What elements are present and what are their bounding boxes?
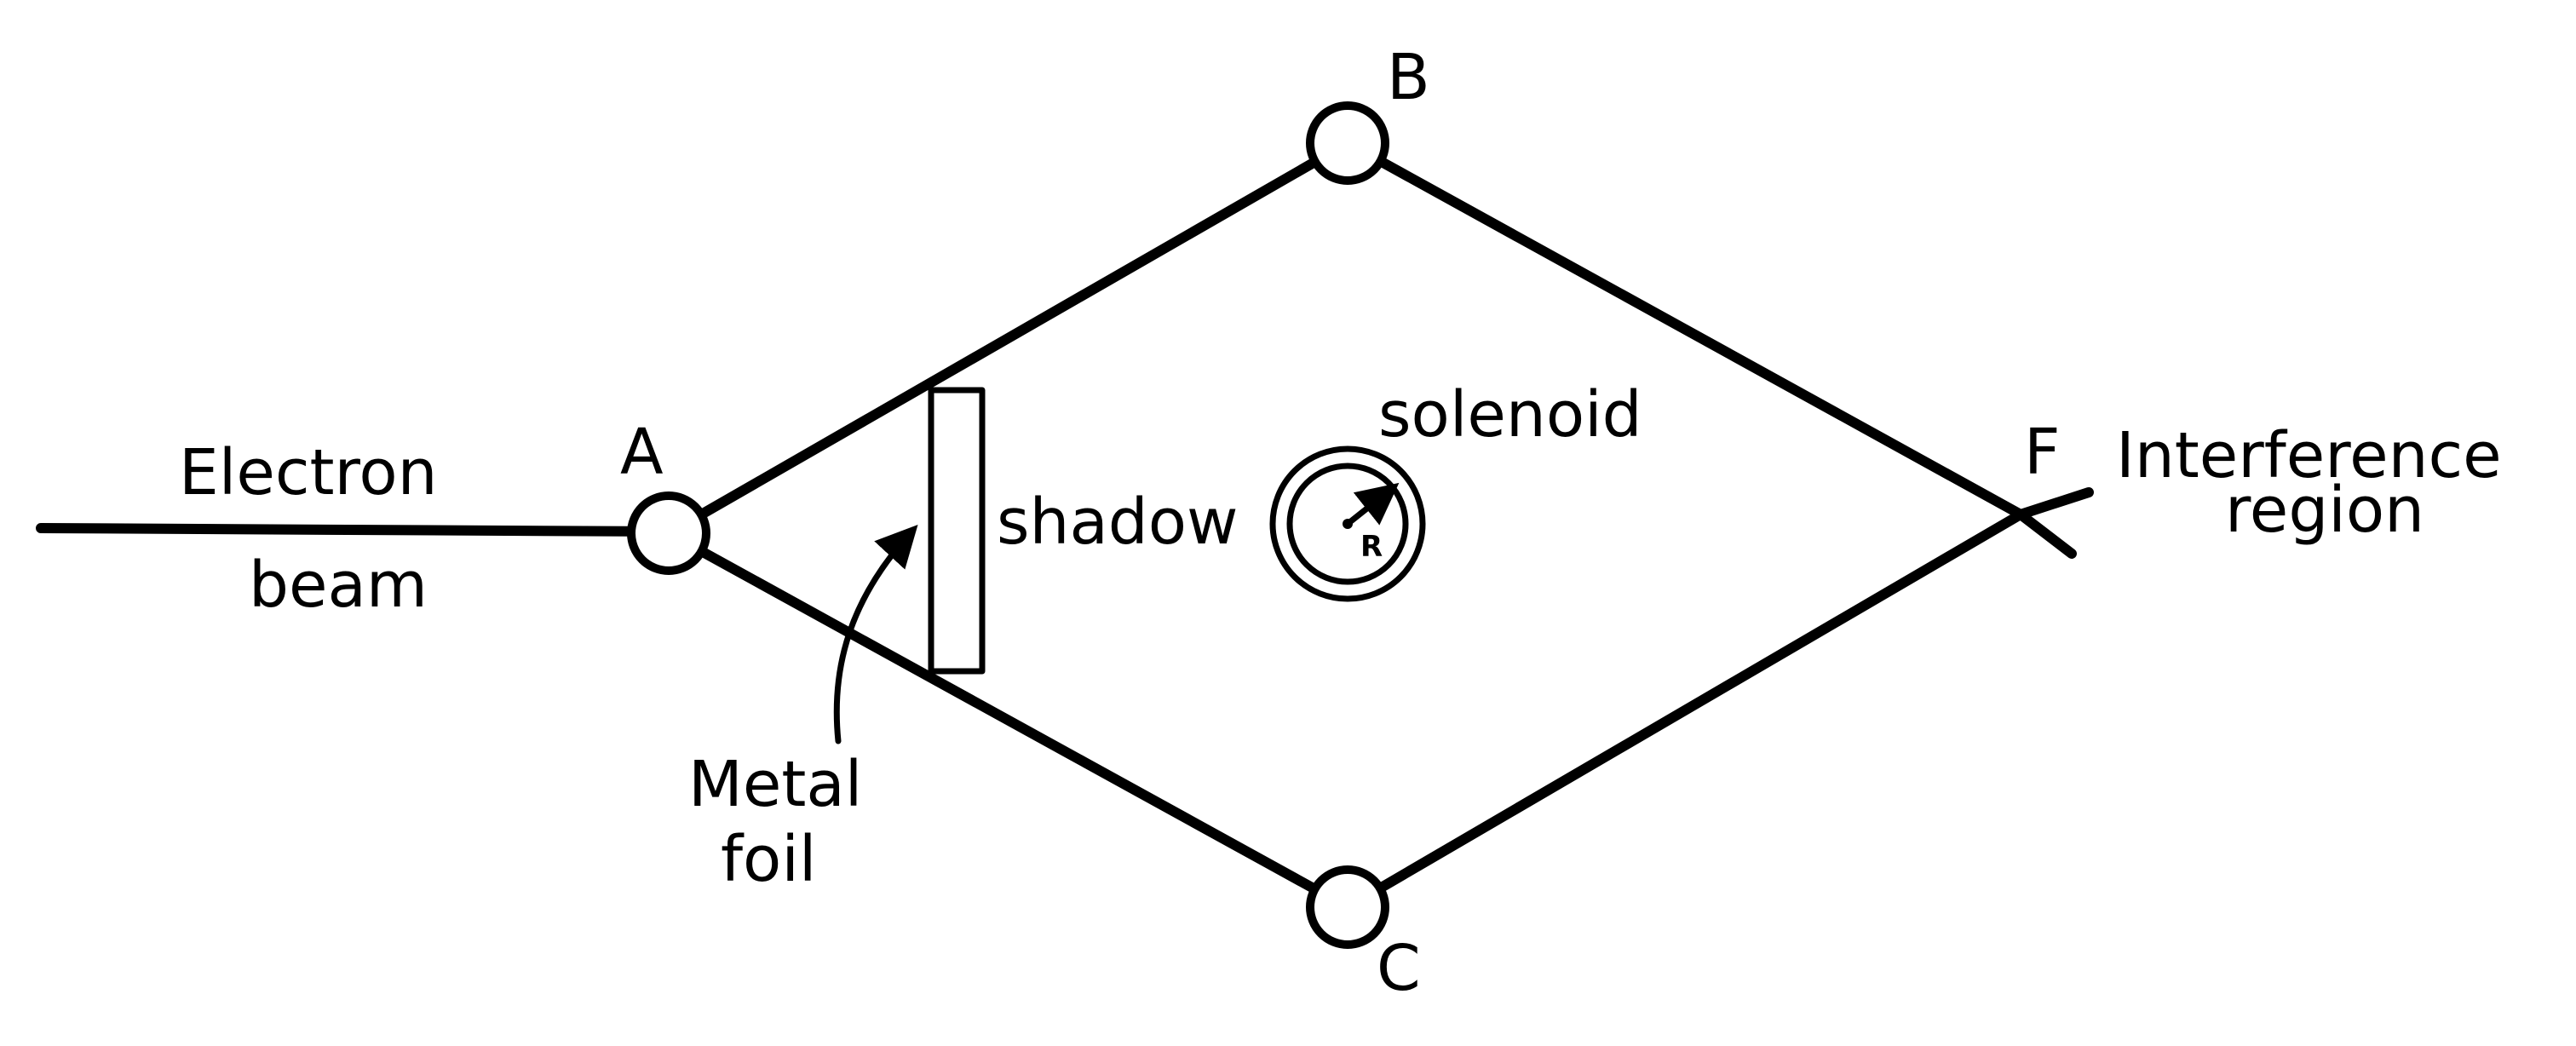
solenoid-radius-arrow: [1344, 482, 1400, 527]
metal-label: Metal: [688, 748, 862, 821]
region-label: region: [2225, 474, 2424, 547]
radius-label: R: [1360, 530, 1383, 564]
point-f-label: F: [2024, 416, 2061, 489]
node-c: [1306, 865, 1389, 949]
f-extension-upper: [2015, 487, 2094, 520]
solenoid-outer: [1269, 445, 1426, 602]
point-c-label: C: [1377, 932, 1421, 1005]
beam-label: beam: [249, 549, 428, 622]
electron-label: Electron: [179, 436, 438, 509]
shadow-label: shadow: [997, 486, 1239, 559]
metal-foil: [928, 387, 986, 675]
node-b: [1306, 101, 1389, 185]
f-extension-lower: [2015, 509, 2077, 559]
incoming-beam: [36, 523, 670, 537]
solenoid-inner: [1286, 463, 1409, 585]
foil-label: foil: [721, 823, 816, 896]
node-a: [627, 491, 710, 575]
point-b-label: B: [1387, 41, 1430, 114]
metal-foil-arrow: [833, 524, 918, 744]
path-b-to-f: [1343, 138, 2026, 520]
interference-label: Interference: [2116, 419, 2502, 492]
solenoid-label: solenoid: [1378, 378, 1642, 451]
path-a-to-b: [664, 138, 1353, 538]
path-a-to-c: [664, 528, 1353, 912]
path-c-to-f: [1343, 509, 2026, 912]
point-a-label: A: [620, 416, 664, 489]
